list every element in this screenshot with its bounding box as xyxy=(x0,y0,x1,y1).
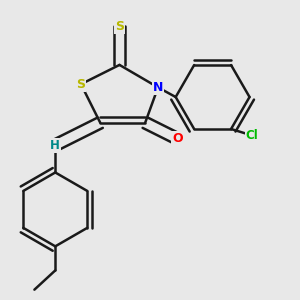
Text: N: N xyxy=(153,81,163,94)
Text: Cl: Cl xyxy=(246,129,258,142)
Text: H: H xyxy=(50,139,60,152)
Text: S: S xyxy=(115,20,124,33)
Text: S: S xyxy=(76,78,85,91)
Text: O: O xyxy=(172,132,183,145)
